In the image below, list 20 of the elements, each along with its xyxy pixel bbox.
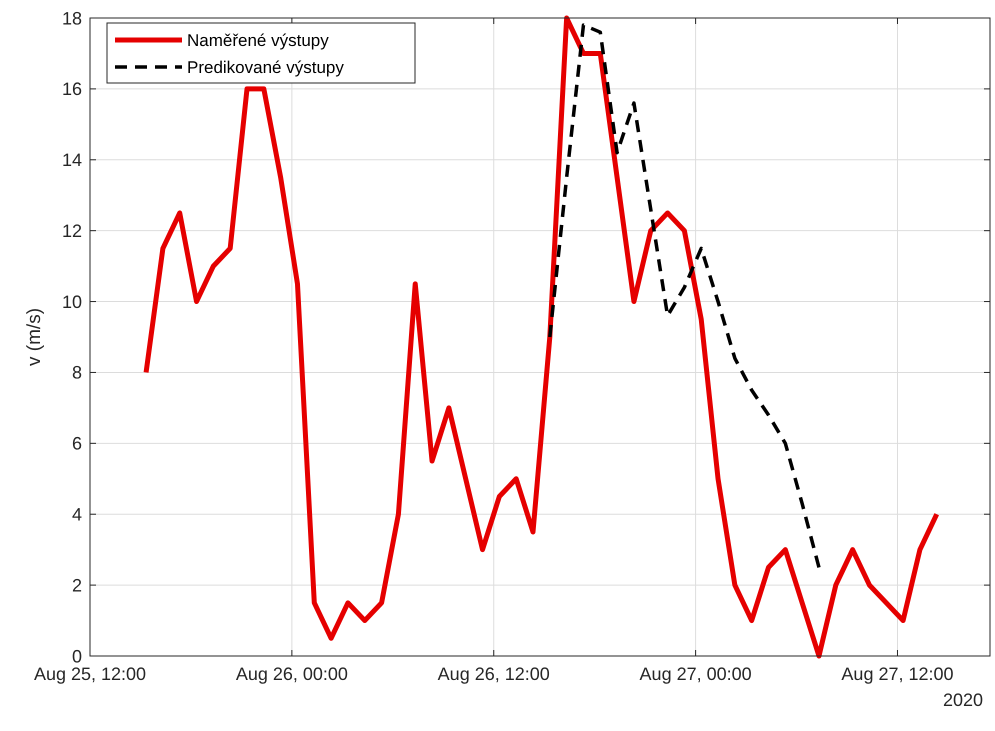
- legend-label: Naměřené výstupy: [187, 30, 330, 50]
- y-tick-label: 12: [62, 220, 82, 241]
- x-tick-label: Aug 26, 12:00: [438, 664, 550, 684]
- line-series: [548, 23, 821, 570]
- y-tick-label: 18: [62, 8, 82, 28]
- y-tick-label: 6: [72, 434, 82, 454]
- y-tick-label: 0: [72, 646, 82, 666]
- legend-label: Predikované výstupy: [187, 58, 344, 77]
- x-tick-label: Aug 26, 00:00: [236, 664, 348, 684]
- x-tick-label: Aug 27, 12:00: [841, 664, 954, 684]
- y-tick-label: 8: [72, 362, 82, 383]
- y-axis-title: v (m/s): [24, 308, 45, 366]
- y-tick-label: 10: [62, 292, 82, 312]
- y-tick-label: 2: [72, 575, 82, 596]
- y-tick-label: 16: [62, 79, 82, 100]
- y-tick-label: 4: [72, 504, 82, 525]
- y-tick-label: 14: [62, 150, 82, 170]
- x-tick-label: Aug 25, 12:00: [34, 664, 146, 684]
- x-tick-label: Aug 27, 00:00: [640, 664, 752, 684]
- text: 2020: [942, 690, 983, 710]
